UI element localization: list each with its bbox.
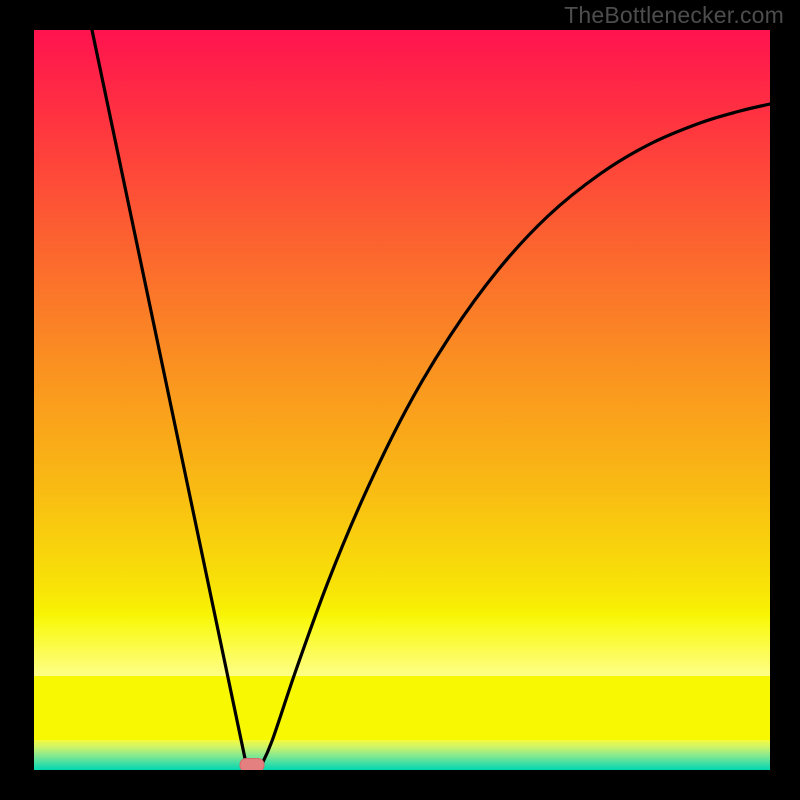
attribution-text: TheBottlenecker.com [564, 2, 784, 29]
minimum-marker [240, 759, 264, 771]
curve-layer [34, 30, 770, 770]
plot-area [34, 30, 770, 770]
curve-left-branch [92, 30, 247, 768]
chart-root: { "attribution": { "text": "TheBottlenec… [0, 0, 800, 800]
curve-right-branch [260, 104, 770, 768]
